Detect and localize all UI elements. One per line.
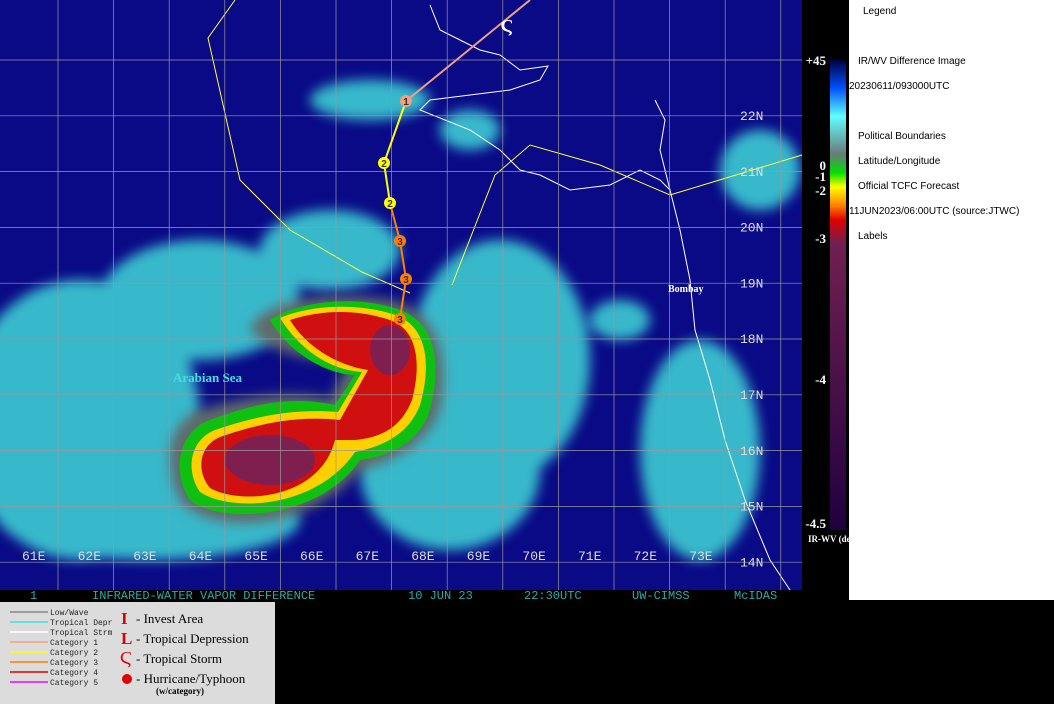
lon-label: 68E (411, 549, 435, 564)
track-label: 3 (397, 315, 403, 326)
key-symbol-name: - Hurricane/Typhoon (136, 671, 246, 686)
track-label: 2 (381, 159, 387, 170)
lon-label: 69E (467, 549, 491, 564)
key-symbol (122, 674, 132, 684)
key-line-label: Category 3 (50, 659, 98, 668)
key-line-label: Category 4 (50, 669, 98, 678)
track-label: 1 (403, 97, 409, 108)
lat-label: 16N (740, 444, 763, 459)
colorbar-label: -4 (815, 372, 826, 387)
place-label: Arabian Sea (173, 370, 242, 385)
track-marker (384, 197, 396, 209)
lon-label: 64E (189, 549, 213, 564)
track-storm-symbol: Ϛ (501, 16, 514, 36)
colorbar-label: -4.5 (805, 516, 826, 531)
legend-item: 20230611/093000UTC (849, 81, 949, 92)
legend-item: 11JUN2023/06:00UTC (source:JTWC) (849, 206, 1019, 217)
lon-label: 71E (578, 549, 602, 564)
footer-text: 10 JUN 23 (408, 589, 473, 603)
lon-label: 66E (300, 549, 324, 564)
key-note: (w/category) (156, 686, 204, 696)
footer-text: 1 (30, 589, 37, 603)
footer-text: McIDAS (734, 589, 777, 603)
lon-label: 70E (522, 549, 546, 564)
track-line (405, 0, 531, 102)
lat-label: 15N (740, 500, 763, 515)
lon-label: 73E (689, 549, 713, 564)
key-symbol-name: - Invest Area (136, 611, 203, 626)
key-line-label: Category 5 (50, 679, 98, 688)
track-label: 3 (397, 237, 403, 248)
footer-bar (0, 590, 802, 602)
key-line-label: Tropical Depr (50, 619, 113, 628)
legend-panel (849, 0, 1054, 600)
legend-item: Official TCFC Forecast (858, 181, 960, 192)
colorbar-label: -2 (815, 183, 826, 198)
forecast-cone (207, 0, 803, 294)
key-line-label: Category 1 (50, 639, 98, 648)
footer-text: 22:30UTC (524, 589, 582, 603)
legend-item: Labels (858, 231, 887, 242)
legend-item: Political Boundaries (858, 131, 946, 142)
key-symbol: I (121, 609, 128, 628)
track-marker (394, 313, 406, 325)
lat-label: 14N (740, 555, 763, 570)
track-line (389, 202, 408, 320)
track-label: 3 (403, 275, 409, 286)
coastline (419, 4, 791, 591)
key-line-label: Category 2 (50, 649, 98, 658)
lon-label: 61E (22, 549, 46, 564)
lat-label: 22N (740, 109, 763, 124)
colorbar-label: +45 (806, 53, 827, 68)
colorbar (830, 60, 846, 530)
key-line-label: Tropical Strm (50, 629, 113, 638)
lat-label: 19N (740, 276, 763, 291)
colorbar-label: -1 (815, 169, 826, 184)
colorbar-label: 0 (820, 158, 827, 173)
colorbar-title: IR-WV (deg C) (808, 534, 867, 544)
lat-label: 18N (740, 332, 763, 347)
lon-label: 65E (244, 549, 268, 564)
colorbar-label: -3 (815, 231, 826, 246)
track-marker (400, 95, 412, 107)
track-label: 2 (387, 199, 393, 210)
lon-label: 72E (634, 549, 658, 564)
key-line-label: Low/Wave (50, 609, 89, 618)
lon-label: 62E (78, 549, 102, 564)
footer-text: UW-CIMSS (632, 589, 690, 603)
key-symbol-name: - Tropical Storm (136, 651, 222, 666)
legend-title: Legend (863, 6, 896, 17)
track-marker (378, 157, 390, 169)
key-symbol-name: - Tropical Depression (136, 631, 249, 646)
place-label: Bombay (668, 284, 704, 295)
lon-label: 63E (133, 549, 157, 564)
legend-item: Latitude/Longitude (858, 156, 941, 167)
legend-item: IR/WV Difference Image (858, 56, 966, 67)
track-marker (394, 235, 406, 247)
lon-label: 67E (356, 549, 380, 564)
track-marker (400, 273, 412, 285)
lat-label: 17N (740, 388, 763, 403)
key-symbol: Ϛ (120, 648, 132, 668)
lat-label: 20N (740, 221, 763, 236)
footer-text: INFRARED-WATER VAPOR DIFFERENCE (92, 589, 315, 603)
lat-label: 21N (740, 165, 763, 180)
key-panel (0, 602, 275, 704)
key-symbol: L (121, 629, 132, 648)
